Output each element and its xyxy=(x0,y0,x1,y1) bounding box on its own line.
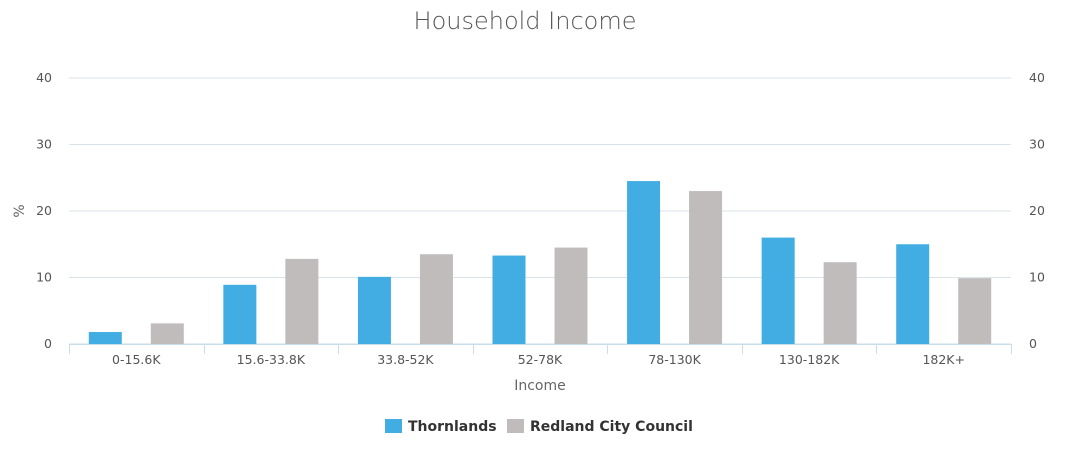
legend-label: Redland City Council xyxy=(530,419,693,435)
legend: Thornlands Redland City Council xyxy=(385,419,693,435)
y-tick-label-right: 10 xyxy=(1029,270,1045,285)
bar-thornlands xyxy=(88,332,122,344)
y-tick-label-right: 20 xyxy=(1029,203,1045,218)
y-tick-label-right: 30 xyxy=(1029,137,1045,152)
y-tick-label-left: 0 xyxy=(44,336,52,351)
bar-redland-city-council xyxy=(419,254,453,344)
bar-thornlands xyxy=(223,284,257,344)
x-tick-label: 33.8-52K xyxy=(377,352,434,367)
y-axis-left: 0 10 20 30 40 xyxy=(36,70,52,351)
bar-redland-city-council xyxy=(285,258,319,344)
chart-title: Household Income xyxy=(414,7,637,35)
y-tick-label-left: 20 xyxy=(36,203,52,218)
legend-label: Thornlands xyxy=(408,419,497,435)
x-tick-label: 130-182K xyxy=(779,352,840,367)
bar-thornlands xyxy=(357,276,391,344)
x-tick-label: 52-78K xyxy=(518,352,563,367)
y-tick-label-left: 30 xyxy=(36,137,52,152)
y-axis-title: % xyxy=(12,204,28,217)
bar-redland-city-council xyxy=(823,262,857,344)
bar-redland-city-council xyxy=(554,247,588,344)
y-tick-label-right: 0 xyxy=(1029,336,1037,351)
y-axis-right: 0 10 20 30 40 xyxy=(1029,70,1045,351)
bar-redland-city-council xyxy=(958,278,992,344)
bars xyxy=(88,181,992,344)
x-axis: 0-15.6K 15.6-33.8K 33.8-52K 52-78K 78-130K 13… xyxy=(69,344,1012,367)
bar-thornlands xyxy=(761,237,795,344)
bar-redland-city-council xyxy=(689,191,723,344)
y-tick-label-left: 10 xyxy=(36,270,52,285)
bar-thornlands xyxy=(896,244,930,344)
gridlines xyxy=(69,77,1011,345)
x-tick-label: 0-15.6K xyxy=(112,352,161,367)
bar-thornlands xyxy=(492,255,526,344)
bar-redland-city-council xyxy=(150,323,184,344)
legend-swatch xyxy=(507,419,524,433)
y-tick-label-right: 40 xyxy=(1029,70,1045,85)
x-tick-label: 15.6-33.8K xyxy=(237,352,306,367)
y-tick-label-left: 40 xyxy=(36,70,52,85)
x-tick-label: 78-130K xyxy=(648,352,701,367)
bar-thornlands xyxy=(627,181,661,344)
x-tick-label: 182K+ xyxy=(922,352,965,367)
legend-swatch xyxy=(385,419,402,433)
x-axis-title: Income xyxy=(514,378,566,394)
